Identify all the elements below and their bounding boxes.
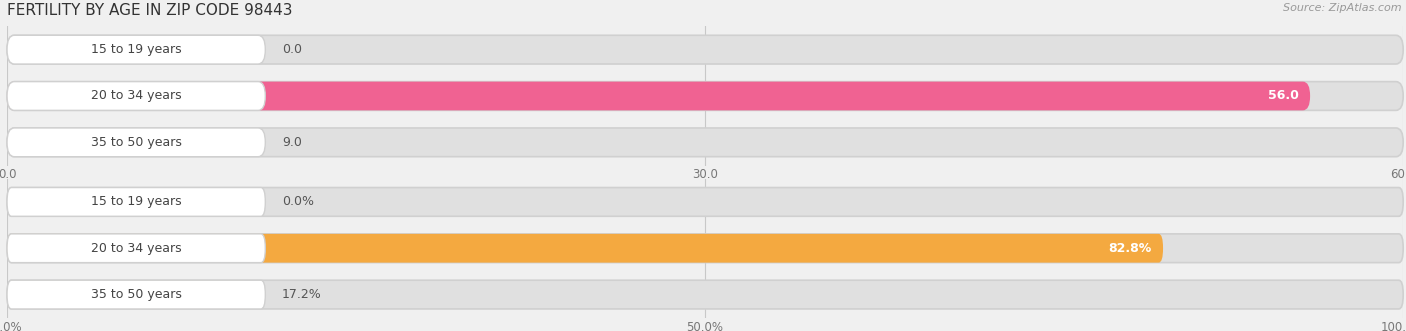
FancyBboxPatch shape — [7, 82, 1403, 110]
FancyBboxPatch shape — [7, 280, 266, 309]
Text: Source: ZipAtlas.com: Source: ZipAtlas.com — [1284, 3, 1402, 13]
FancyBboxPatch shape — [7, 188, 266, 216]
FancyBboxPatch shape — [7, 234, 266, 262]
FancyBboxPatch shape — [7, 82, 1310, 110]
FancyBboxPatch shape — [7, 280, 1403, 309]
FancyBboxPatch shape — [7, 188, 1403, 216]
Text: 82.8%: 82.8% — [1108, 242, 1152, 255]
FancyBboxPatch shape — [7, 128, 1403, 157]
Text: 0.0%: 0.0% — [283, 195, 314, 209]
Text: 56.0: 56.0 — [1268, 89, 1299, 103]
Text: 9.0: 9.0 — [283, 136, 302, 149]
FancyBboxPatch shape — [7, 234, 1163, 262]
Text: 15 to 19 years: 15 to 19 years — [91, 43, 181, 56]
Text: 35 to 50 years: 35 to 50 years — [91, 288, 181, 301]
Text: 15 to 19 years: 15 to 19 years — [91, 195, 181, 209]
Text: 0.0: 0.0 — [283, 43, 302, 56]
Text: FERTILITY BY AGE IN ZIP CODE 98443: FERTILITY BY AGE IN ZIP CODE 98443 — [7, 3, 292, 18]
FancyBboxPatch shape — [7, 35, 1403, 64]
Text: 20 to 34 years: 20 to 34 years — [91, 89, 181, 103]
Text: 35 to 50 years: 35 to 50 years — [91, 136, 181, 149]
FancyBboxPatch shape — [7, 82, 266, 110]
FancyBboxPatch shape — [7, 234, 1403, 262]
FancyBboxPatch shape — [7, 128, 266, 157]
FancyBboxPatch shape — [7, 35, 266, 64]
Text: 20 to 34 years: 20 to 34 years — [91, 242, 181, 255]
FancyBboxPatch shape — [7, 280, 247, 309]
Text: 17.2%: 17.2% — [283, 288, 322, 301]
FancyBboxPatch shape — [7, 128, 217, 157]
